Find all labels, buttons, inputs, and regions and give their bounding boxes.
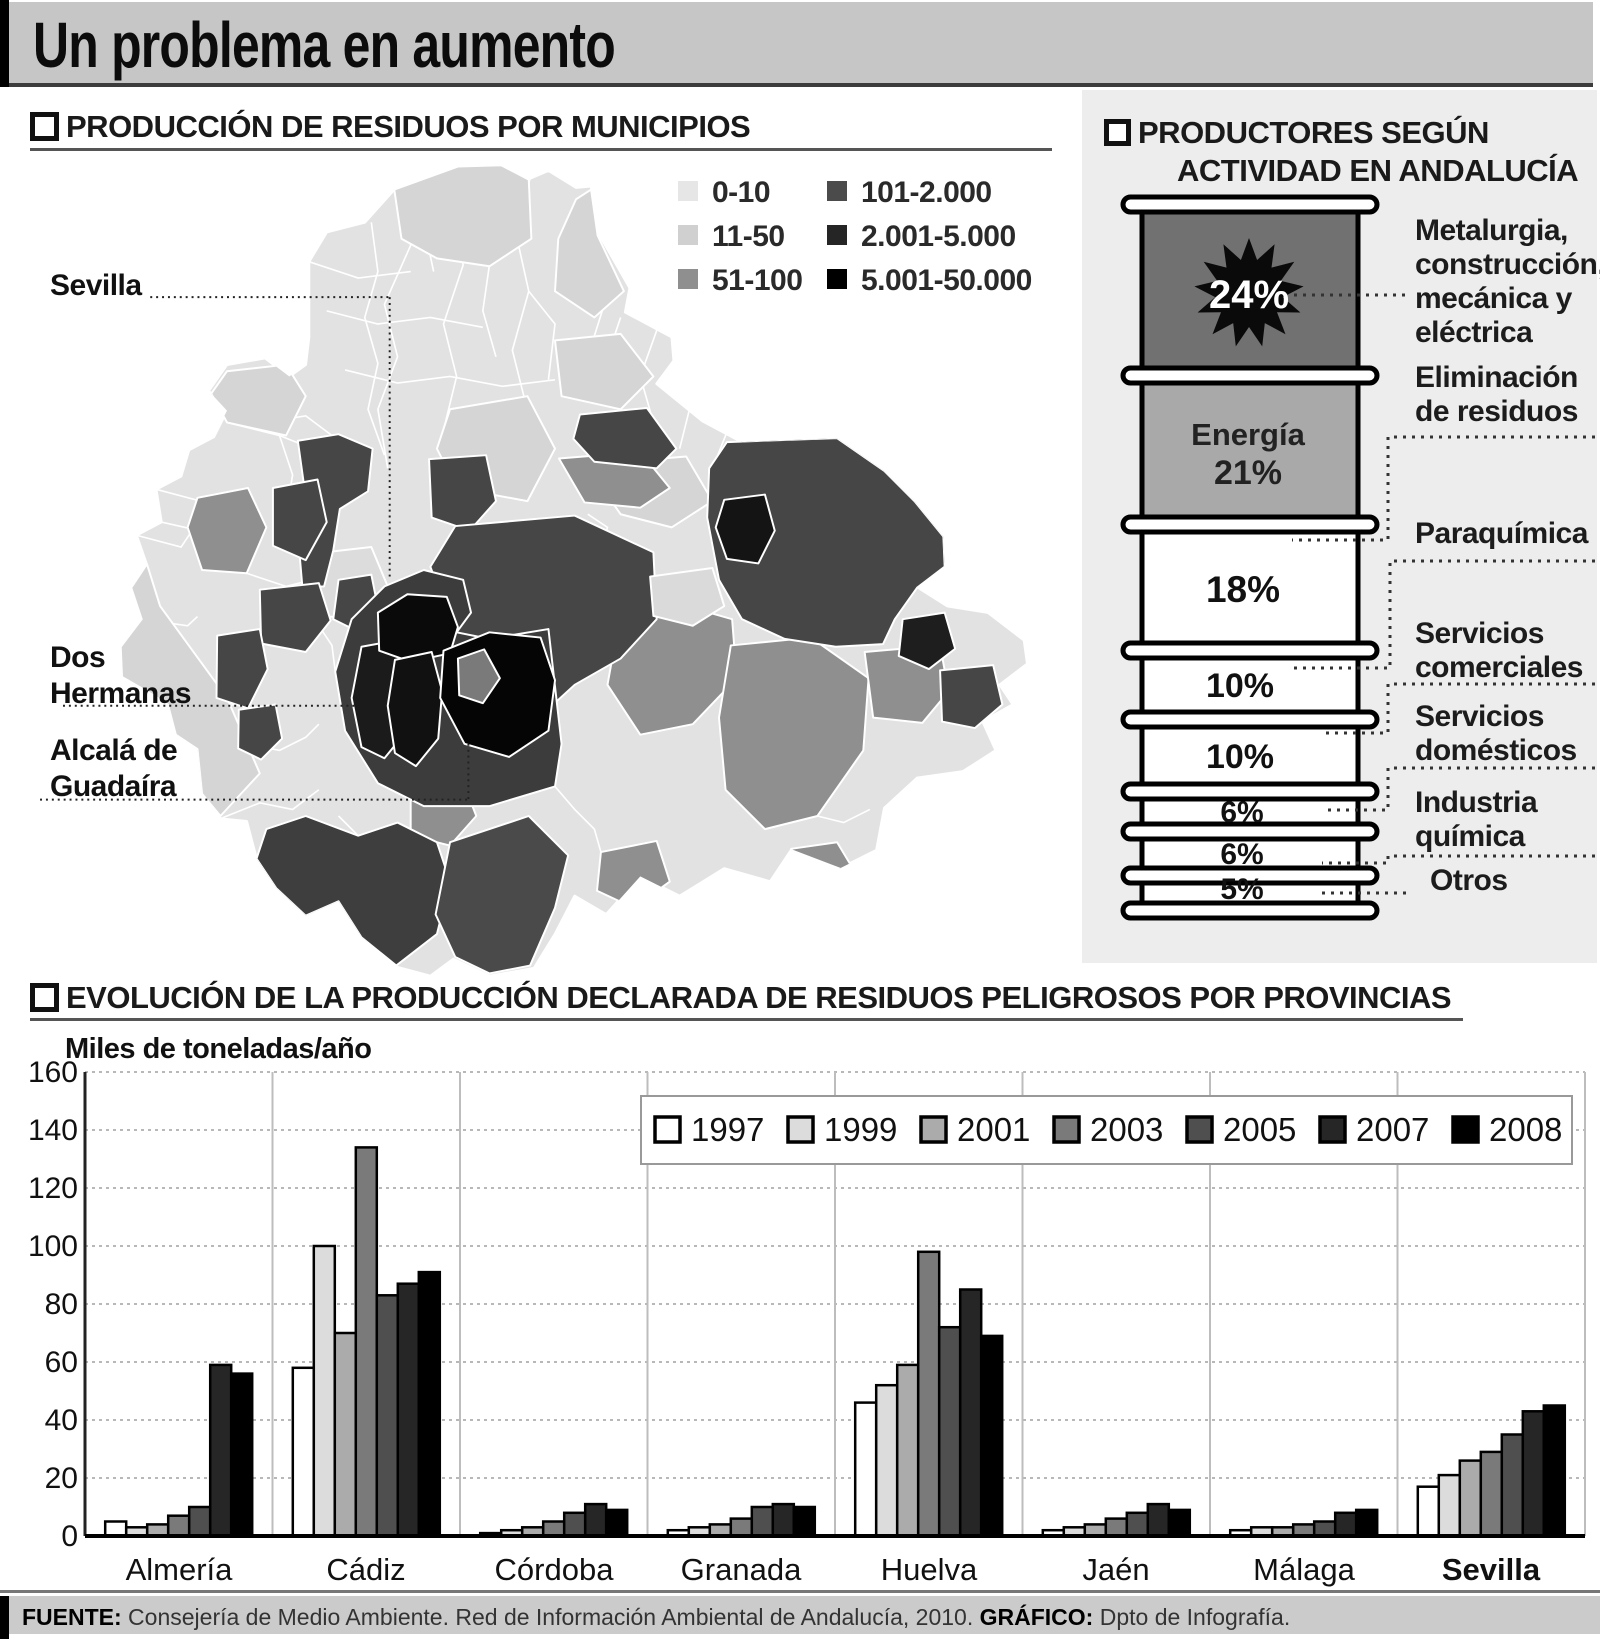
svg-text:20: 20 xyxy=(45,1462,78,1495)
svg-text:120: 120 xyxy=(28,1172,78,1205)
svg-text:21%: 21% xyxy=(1214,454,1282,492)
svg-text:6%: 6% xyxy=(1220,838,1263,871)
svg-text:5%: 5% xyxy=(1220,873,1263,906)
svg-text:10%: 10% xyxy=(1206,667,1274,705)
svg-text:1999: 1999 xyxy=(824,1111,897,1148)
svg-text:2008: 2008 xyxy=(1489,1111,1562,1148)
svg-text:Granada: Granada xyxy=(681,1552,802,1587)
svg-text:18%: 18% xyxy=(1206,569,1280,610)
svg-text:160: 160 xyxy=(28,1060,78,1089)
svg-text:2003: 2003 xyxy=(1090,1111,1163,1148)
svg-text:10%: 10% xyxy=(1206,738,1274,776)
svg-text:40: 40 xyxy=(45,1404,78,1437)
svg-text:1997: 1997 xyxy=(691,1111,764,1148)
svg-text:100: 100 xyxy=(28,1230,78,1263)
svg-text:60: 60 xyxy=(45,1346,78,1379)
svg-text:140: 140 xyxy=(28,1114,78,1147)
svg-text:2007: 2007 xyxy=(1356,1111,1429,1148)
svg-text:2005: 2005 xyxy=(1223,1111,1296,1148)
svg-text:2001: 2001 xyxy=(957,1111,1030,1148)
svg-text:Almería: Almería xyxy=(126,1552,234,1587)
svg-text:Málaga: Málaga xyxy=(1253,1552,1355,1587)
svg-text:24%: 24% xyxy=(1209,273,1289,317)
svg-text:6%: 6% xyxy=(1220,796,1263,829)
svg-text:0: 0 xyxy=(61,1520,78,1553)
svg-text:Córdoba: Córdoba xyxy=(495,1552,615,1587)
svg-text:Huelva: Huelva xyxy=(881,1552,978,1587)
svg-text:Cádiz: Cádiz xyxy=(326,1552,405,1587)
svg-text:Sevilla: Sevilla xyxy=(1442,1552,1541,1587)
svg-text:Jaén: Jaén xyxy=(1082,1552,1149,1587)
svg-text:80: 80 xyxy=(45,1288,78,1321)
svg-text:Energía: Energía xyxy=(1191,417,1305,452)
